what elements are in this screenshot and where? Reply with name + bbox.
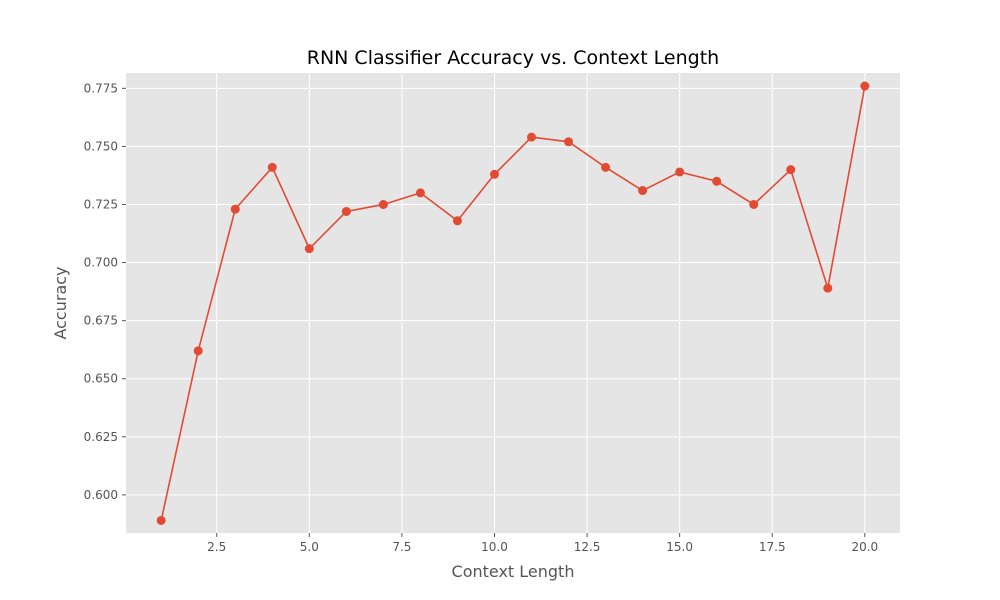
x-axis-label: Context Length (452, 562, 575, 581)
y-tick-label: 0.600 (84, 488, 118, 502)
data-point (452, 216, 462, 226)
y-tick-label: 0.725 (84, 197, 118, 211)
data-point (267, 162, 277, 172)
data-point (823, 283, 833, 293)
data-point (230, 204, 240, 214)
data-point (786, 165, 796, 175)
data-point (712, 176, 722, 186)
data-point (489, 169, 499, 179)
data-point (675, 167, 685, 177)
data-point (527, 132, 537, 142)
x-tick-label: 2.5 (207, 540, 226, 554)
y-tick-label: 0.775 (84, 81, 118, 95)
data-point (564, 137, 574, 147)
x-tick-label: 10.0 (481, 540, 508, 554)
grid-lines (126, 73, 900, 533)
x-tick-label: 12.5 (574, 540, 601, 554)
data-point (193, 346, 203, 356)
chart-title: RNN Classifier Accuracy vs. Context Leng… (307, 47, 719, 69)
y-axis-ticks: 0.600 0.625 0.650 0.675 0.700 0.725 0.750 0.775 (84, 81, 126, 502)
data-point (341, 206, 351, 216)
y-tick-label: 0.650 (84, 372, 118, 386)
x-tick-label: 17.5 (759, 540, 786, 554)
x-axis-ticks: 2.5 5.0 7.5 10.0 12.5 15.0 17.5 20.0 (207, 533, 878, 554)
plot-area (126, 73, 900, 533)
y-tick-label: 0.675 (84, 314, 118, 328)
y-tick-label: 0.750 (84, 139, 118, 153)
y-axis-label: Accuracy (51, 266, 70, 339)
data-point (378, 199, 388, 209)
data-point (415, 188, 425, 198)
x-tick-label: 5.0 (300, 540, 319, 554)
y-tick-label: 0.625 (84, 430, 118, 444)
data-point (156, 515, 166, 525)
data-point (304, 244, 314, 254)
data-series (156, 81, 870, 525)
data-point (749, 199, 759, 209)
data-point (638, 186, 648, 196)
x-tick-label: 20.0 (851, 540, 878, 554)
data-point (860, 81, 870, 91)
y-tick-label: 0.700 (84, 256, 118, 270)
x-tick-label: 7.5 (392, 540, 411, 554)
series-line (160, 85, 866, 521)
data-point (601, 162, 611, 172)
x-tick-label: 15.0 (666, 540, 693, 554)
